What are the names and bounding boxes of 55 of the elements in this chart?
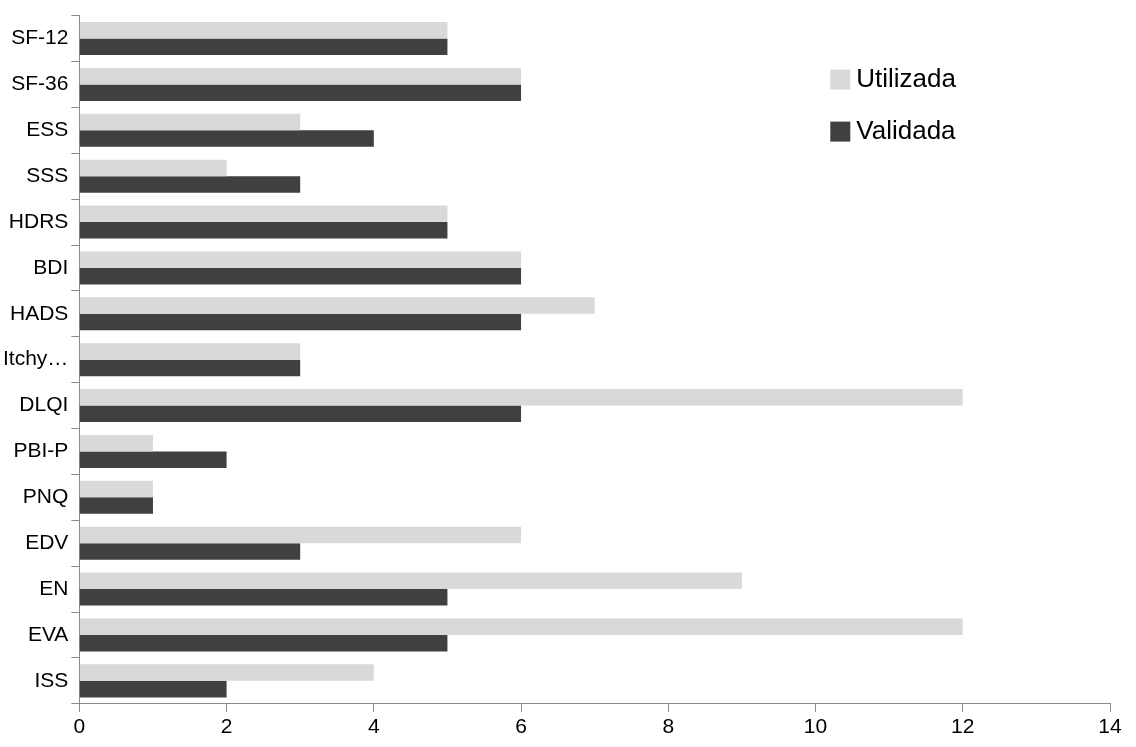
bar [79, 572, 742, 590]
y-tick-label: SF-12 [11, 25, 69, 49]
y-tick-label: EVA [27, 621, 69, 645]
bar [79, 159, 227, 177]
bar [79, 267, 522, 285]
bar [79, 313, 522, 331]
bar [79, 222, 448, 239]
bar [79, 589, 448, 606]
y-tick-label: SSS [26, 162, 69, 186]
bar [79, 359, 301, 377]
y-tick-label: HADS [9, 300, 69, 324]
x-tick-label: 12 [951, 714, 975, 738]
x-tick-label: 4 [367, 714, 380, 738]
bar [79, 664, 374, 681]
x-tick-label: 2 [220, 714, 233, 738]
bar [79, 251, 522, 268]
bar [79, 634, 448, 652]
y-tick-label: PBI-P [13, 438, 69, 462]
bar [79, 130, 374, 147]
y-tick-label: Itchy… [2, 346, 69, 370]
bar [79, 618, 963, 635]
bar [79, 205, 448, 223]
bar [79, 84, 522, 101]
x-tick-label: 0 [73, 714, 86, 738]
bar [79, 389, 963, 406]
bar [79, 67, 522, 85]
bar [79, 680, 227, 698]
bar [79, 113, 301, 131]
y-tick-label: DLQI [19, 392, 69, 416]
bar [79, 405, 522, 423]
y-tick-label: EDV [25, 530, 69, 554]
y-tick-label: HDRS [8, 208, 69, 232]
bar [79, 343, 301, 360]
bar [79, 497, 153, 514]
y-tick-label: ESS [26, 117, 69, 141]
x-tick-label: 14 [1098, 714, 1122, 738]
bar [79, 526, 522, 544]
x-tick-label: 10 [803, 714, 828, 738]
y-tick-label: ISS [34, 667, 69, 691]
bar [79, 434, 153, 452]
y-tick-label: SF-36 [11, 71, 69, 95]
legend-label: Validada [856, 114, 957, 145]
bar [79, 480, 153, 498]
bar [79, 543, 301, 560]
y-tick-label: EN [39, 575, 69, 599]
bar [79, 176, 301, 193]
x-tick-label: 8 [662, 714, 675, 738]
bar [79, 451, 227, 468]
bar [79, 22, 448, 39]
y-tick-label: PNQ [22, 484, 69, 508]
x-tick-label: 6 [515, 714, 527, 738]
y-tick-label: BDI [33, 254, 69, 278]
bar [79, 297, 595, 314]
legend-label: Utilizada [856, 62, 957, 93]
bar [79, 38, 448, 56]
